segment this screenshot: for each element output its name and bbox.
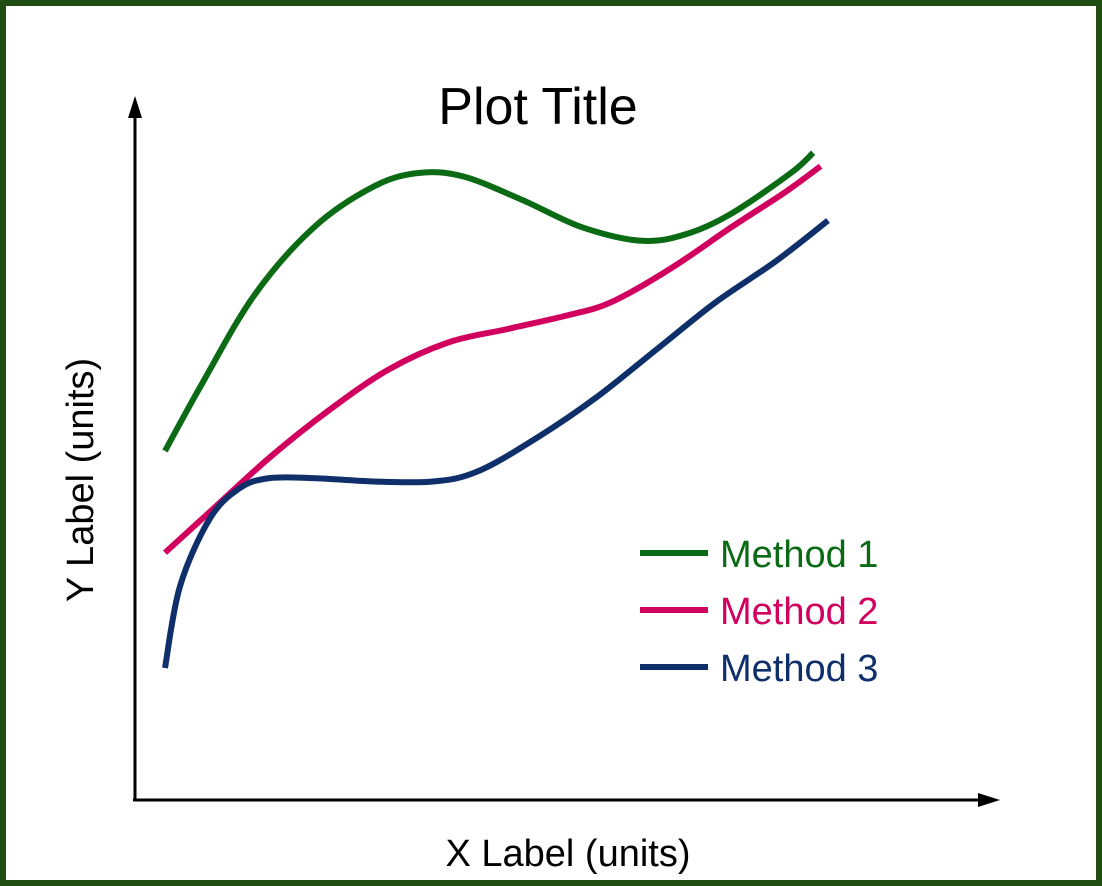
x-axis — [133, 793, 1000, 807]
legend-label-method-1: Method 1 — [720, 534, 878, 576]
y-axis — [128, 96, 142, 800]
legend-label-method-2: Method 2 — [720, 591, 878, 633]
series-line-1 — [162, 150, 816, 453]
legend-label-method-3: Method 3 — [720, 648, 878, 690]
legend-item-method-1: Method 1 — [640, 534, 878, 576]
series-line-3 — [162, 218, 830, 669]
legend-item-method-3: Method 3 — [640, 648, 878, 690]
legend-item-method-2: Method 2 — [640, 591, 878, 633]
y-axis-arrow-icon — [128, 96, 142, 118]
x-axis-arrow-icon — [978, 793, 1000, 807]
series-line-2 — [162, 163, 823, 555]
series-layer — [162, 150, 830, 669]
legend: Method 1 Method 2 Method 3 — [640, 534, 878, 690]
y-axis-label: Y Label (units) — [60, 358, 102, 602]
x-axis-label: X Label (units) — [445, 833, 690, 875]
chart-title: Plot Title — [438, 78, 637, 136]
